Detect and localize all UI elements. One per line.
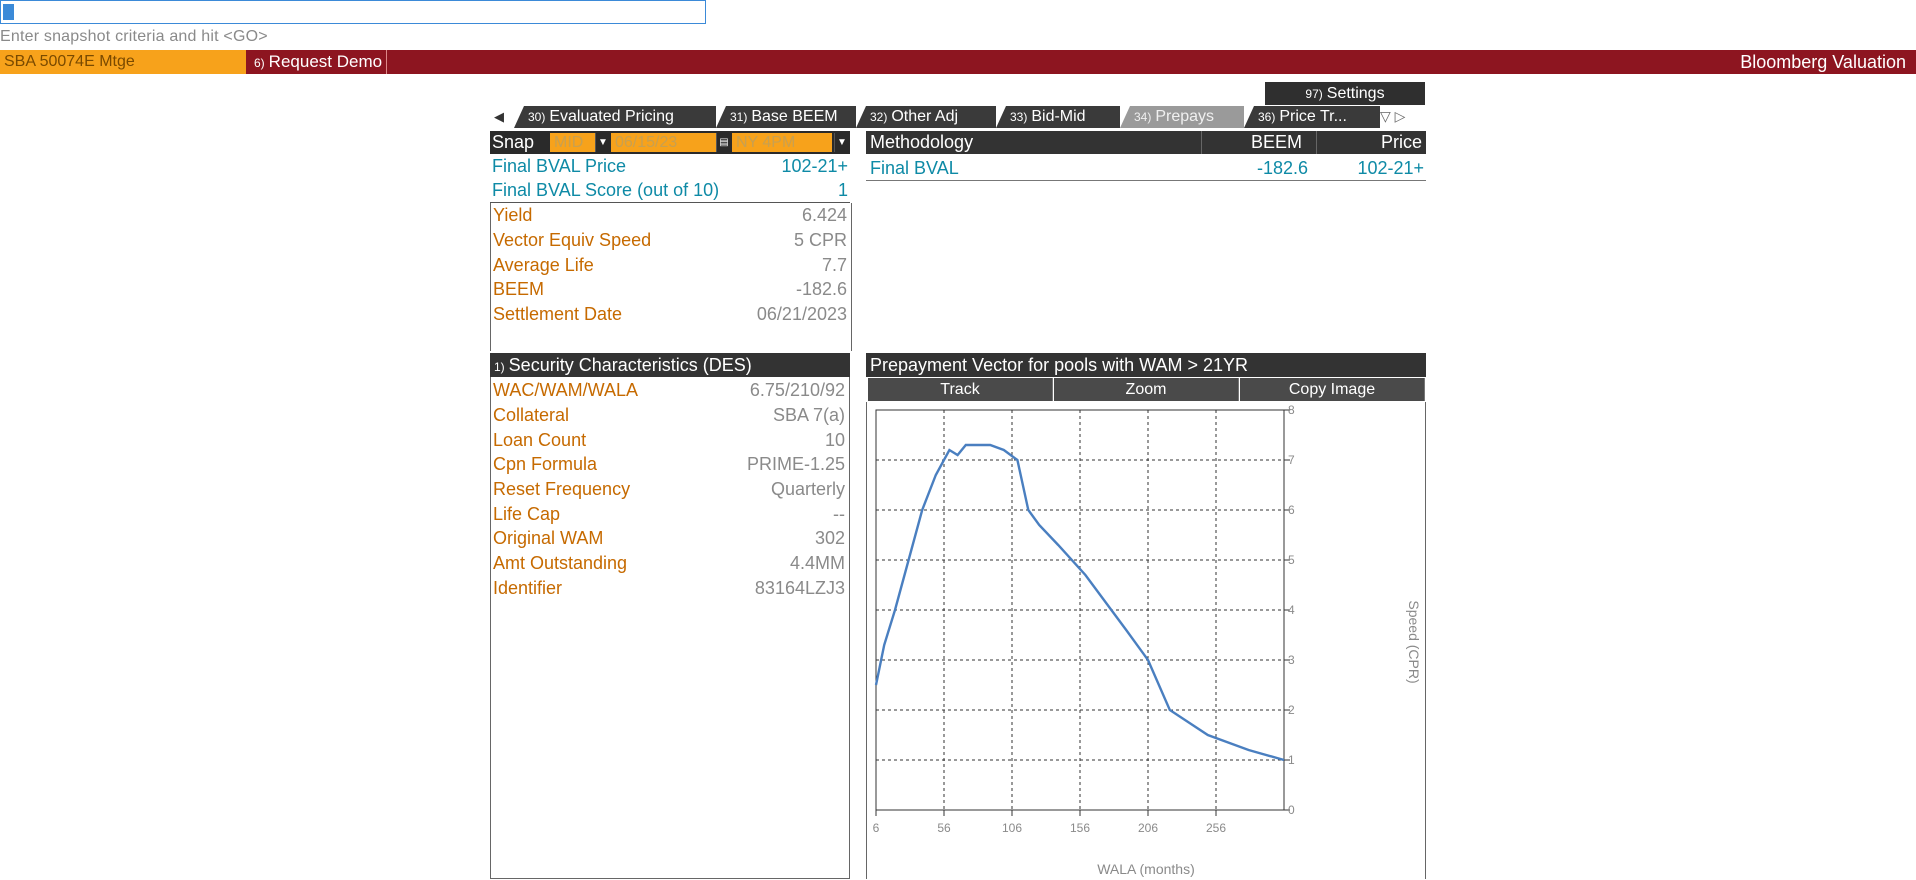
des-label: Reset Frequency xyxy=(493,479,631,499)
des-value: Quarterly xyxy=(770,479,845,499)
des-value: SBA 7(a) xyxy=(772,405,845,425)
x-tick-label: 206 xyxy=(1138,821,1158,835)
final-bval-price-value: 102-21+ xyxy=(781,156,848,176)
snap-label: Snap xyxy=(492,132,535,152)
y-tick-label: 4 xyxy=(1288,603,1295,617)
methodology-header: Methodology BEEM Price xyxy=(866,131,1426,154)
command-input[interactable] xyxy=(0,0,706,24)
chart-frame xyxy=(866,402,1426,879)
y-tick-label: 6 xyxy=(1288,503,1295,517)
tab-other-adj[interactable]: 32) Other Adj xyxy=(856,106,996,128)
des-label: Amt Outstanding xyxy=(493,553,628,573)
des-label: Cpn Formula xyxy=(493,454,598,474)
header-bar xyxy=(0,50,1916,74)
metric-label: Vector Equiv Speed xyxy=(493,230,652,250)
command-hint: Enter snapshot criteria and hit <GO> xyxy=(0,28,268,45)
x-tick-label: 156 xyxy=(1070,821,1090,835)
des-value: 4.4MM xyxy=(789,553,845,573)
metric-value: 06/21/2023 xyxy=(756,304,847,324)
metric-value: 6.424 xyxy=(801,205,847,225)
price-summary: Final BVAL Price 102-21+ Final BVAL Scor… xyxy=(490,154,850,203)
x-tick-label: 106 xyxy=(1002,821,1022,835)
metric-value: 7.7 xyxy=(821,255,847,275)
metric-value: 5 CPR xyxy=(793,230,847,250)
price-col-header: Price xyxy=(1316,131,1426,154)
tab-bid-mid[interactable]: 33) Bid-Mid xyxy=(996,106,1120,128)
metric-label: Yield xyxy=(493,205,533,225)
chart-title: Prepayment Vector for pools with WAM > 2… xyxy=(866,353,1426,377)
des-label: Identifier xyxy=(493,578,563,598)
x-axis-ticks: 6 56 106 156 206 256 xyxy=(873,810,1226,835)
y-tick-label: 5 xyxy=(1288,553,1295,567)
y-tick-label: 7 xyxy=(1288,453,1295,467)
chevron-down-icon[interactable]: ▼ xyxy=(834,133,849,152)
des-label: WAC/WAM/WALA xyxy=(493,380,638,400)
zoom-button[interactable]: Zoom xyxy=(1054,378,1239,401)
des-label: Loan Count xyxy=(493,430,587,450)
tab-base-beem[interactable]: 31) Base BEEM xyxy=(716,106,856,128)
security-characteristics-panel: WAC/WAM/WALA 6.75/210/92 Collateral SBA … xyxy=(490,377,850,879)
tab-scroll-left-icon[interactable]: ◀ xyxy=(494,109,504,124)
des-label: Life Cap xyxy=(493,504,561,524)
table-row: Final BVAL -182.6 102-21+ xyxy=(866,156,1426,181)
y-axis-label: Speed (CPR) xyxy=(1406,600,1422,683)
des-label: Original WAM xyxy=(493,528,604,548)
chevron-down-icon[interactable]: ▼ xyxy=(595,133,610,152)
metrics-panel: Yield 6.424 Vector Equiv Speed 5 CPR Ave… xyxy=(490,203,852,351)
tab-more-icon[interactable]: ▽ ▷ xyxy=(1380,108,1406,124)
y-tick-label: 1 xyxy=(1288,753,1295,767)
des-header-button[interactable]: 1) Security Characteristics (DES) xyxy=(490,353,850,377)
tab-evaluated-pricing[interactable]: 30) Evaluated Pricing xyxy=(514,106,716,128)
y-tick-label: 8 xyxy=(1288,403,1295,417)
final-bval-price-label: Final BVAL Price xyxy=(492,156,627,176)
snap-date-field[interactable]: 06/15/23 xyxy=(611,133,716,152)
tab-price-tr[interactable]: 36) Price Tr... xyxy=(1244,106,1380,128)
y-tick-label: 2 xyxy=(1288,703,1295,717)
y-tick-label: 3 xyxy=(1288,653,1295,667)
settings-button[interactable]: 97) Settings xyxy=(1265,82,1425,105)
des-value: 83164LZJ3 xyxy=(754,578,845,598)
x-tick-label: 56 xyxy=(937,821,951,835)
snap-source-select[interactable]: MID xyxy=(550,133,595,152)
tab-prepays[interactable]: 34) Prepays xyxy=(1120,106,1244,128)
des-value: -- xyxy=(833,504,845,524)
x-tick-label: 6 xyxy=(873,821,880,835)
des-value: 302 xyxy=(814,528,845,548)
des-value: 6.75/210/92 xyxy=(749,380,845,400)
track-button[interactable]: Track xyxy=(868,378,1053,401)
request-demo-button[interactable]: 6) Request Demo xyxy=(250,50,388,74)
security-ticker[interactable]: SBA 50074E Mtge xyxy=(0,50,246,74)
metric-value: -182.6 xyxy=(795,279,847,299)
metric-label: Settlement Date xyxy=(493,304,623,324)
final-bval-score-value: 1 xyxy=(837,180,848,200)
des-label: Collateral xyxy=(493,405,570,425)
methodology-beem: -182.6 xyxy=(1256,158,1308,178)
calendar-icon[interactable]: ▤ xyxy=(716,133,731,152)
x-axis-label: WALA (months) xyxy=(1097,861,1195,877)
x-tick-label: 256 xyxy=(1206,821,1226,835)
app-title: Bloomberg Valuation xyxy=(1740,52,1906,72)
y-axis-ticks: 0 1 2 3 4 5 6 7 8 xyxy=(1284,403,1295,817)
snap-time-select[interactable]: NY 4PM xyxy=(732,133,832,152)
series-line xyxy=(874,443,1285,762)
final-bval-score-label: Final BVAL Score (out of 10) xyxy=(492,180,720,200)
beem-col-header: BEEM xyxy=(1201,131,1306,154)
chart-grid xyxy=(875,409,1285,811)
methodology-col-header: Methodology xyxy=(870,132,974,152)
methodology-name: Final BVAL xyxy=(870,158,959,178)
des-value: PRIME-1.25 xyxy=(746,454,845,474)
y-tick-label: 0 xyxy=(1288,803,1295,817)
copy-image-button[interactable]: Copy Image xyxy=(1240,378,1425,401)
metric-label: BEEM xyxy=(493,279,545,299)
metric-label: Average Life xyxy=(493,255,594,275)
methodology-price: 102-21+ xyxy=(1357,158,1424,178)
des-value: 10 xyxy=(824,430,845,450)
